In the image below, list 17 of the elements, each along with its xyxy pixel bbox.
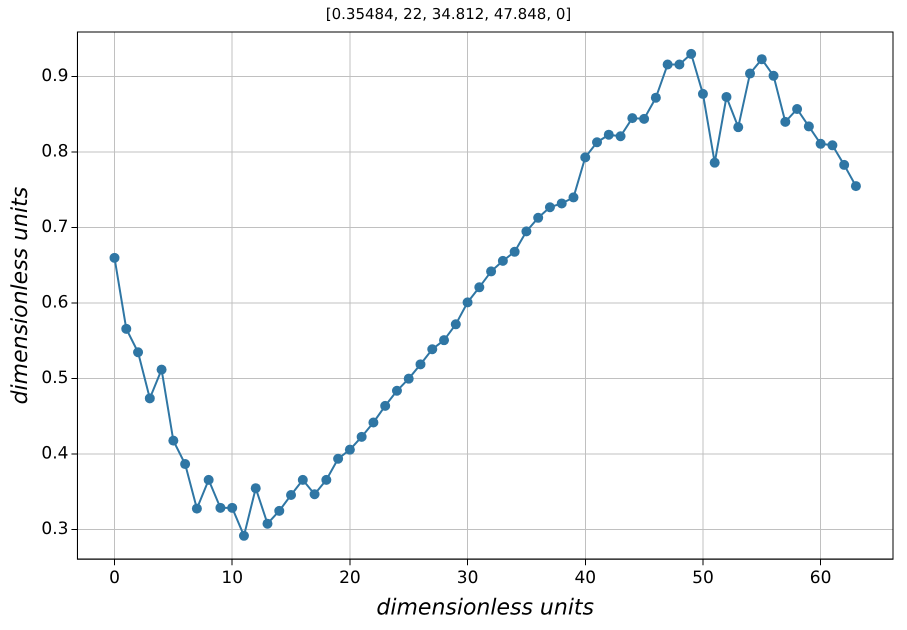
x-tick-label: 20: [339, 568, 361, 588]
y-tick-label: 0.9: [41, 66, 68, 86]
x-axis-title: dimensionless units: [376, 596, 594, 621]
y-tick-label: 0.3: [41, 519, 68, 540]
x-tick-label: 0: [109, 568, 120, 588]
chart-title: [0.35484, 22, 34.812, 47.848, 0]: [326, 4, 572, 23]
y-tick-label: 0.6: [41, 292, 68, 313]
y-tick-label: 0.8: [41, 142, 68, 162]
y-axis-title: dimensionless units: [8, 186, 33, 404]
y-tick-label: 0.4: [41, 444, 68, 464]
x-tick-label: 40: [574, 568, 596, 588]
x-tick-label: 60: [810, 568, 832, 588]
x-tick-label: 50: [692, 568, 714, 588]
y-tick-label: 0.5: [41, 368, 68, 388]
y-tick-label: 0.7: [41, 217, 68, 238]
x-tick-label: 10: [221, 568, 244, 588]
x-tick-label: 30: [456, 568, 478, 588]
